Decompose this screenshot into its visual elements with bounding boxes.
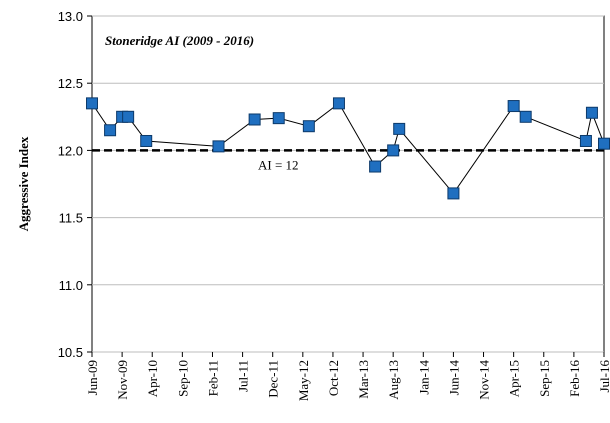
marker <box>212 140 225 153</box>
marker <box>302 120 315 133</box>
y-tick-label: 10.5 <box>58 345 83 360</box>
marker <box>507 100 520 113</box>
y-tick-label: 12.5 <box>58 76 83 91</box>
x-tick-label: Sep-10 <box>175 360 190 397</box>
x-tick-label: May-12 <box>296 360 311 401</box>
x-tick-label: Dec-11 <box>266 360 281 398</box>
marker <box>332 97 345 110</box>
reference-label: AI = 12 <box>258 157 299 172</box>
x-tick-label: Jan-14 <box>416 360 431 395</box>
x-tick-label: Feb-16 <box>567 360 582 397</box>
marker <box>447 187 460 200</box>
marker <box>579 134 592 147</box>
marker <box>104 124 117 137</box>
marker <box>272 112 285 125</box>
marker <box>387 144 400 157</box>
marker <box>122 110 135 123</box>
x-tick-label: Nov-14 <box>477 360 492 400</box>
marker <box>598 137 610 150</box>
y-tick-label: 12.0 <box>58 143 83 158</box>
x-tick-label: Jun-09 <box>85 360 100 395</box>
x-tick-label: Feb-11 <box>205 360 220 396</box>
chart-title: Stoneridge AI (2009 - 2016) <box>105 33 254 48</box>
x-tick-label: Nov-09 <box>115 360 130 400</box>
x-tick-label: Mar-13 <box>356 360 371 399</box>
x-tick-label: Jul-16 <box>597 360 610 393</box>
y-tick-label: 13.0 <box>58 9 83 24</box>
x-tick-label: Apr-15 <box>507 360 522 397</box>
marker <box>140 134 153 147</box>
x-tick-label: Aug-13 <box>386 360 401 400</box>
plot-area <box>91 15 605 353</box>
marker <box>248 113 261 126</box>
x-tick-label: Oct-12 <box>326 360 341 396</box>
y-tick-label: 11.0 <box>59 278 83 293</box>
x-tick-label: Jul-11 <box>236 360 251 392</box>
x-tick-label: Apr-10 <box>145 360 160 397</box>
x-tick-label: Jun-14 <box>446 360 461 396</box>
y-tick-label: 11.5 <box>59 211 83 226</box>
y-axis-label: Aggressive Index <box>16 136 31 231</box>
marker <box>369 160 382 173</box>
marker <box>585 106 598 119</box>
x-tick-label: Sep-15 <box>537 360 552 397</box>
marker <box>519 110 532 123</box>
marker <box>86 97 98 110</box>
marker <box>393 122 406 135</box>
